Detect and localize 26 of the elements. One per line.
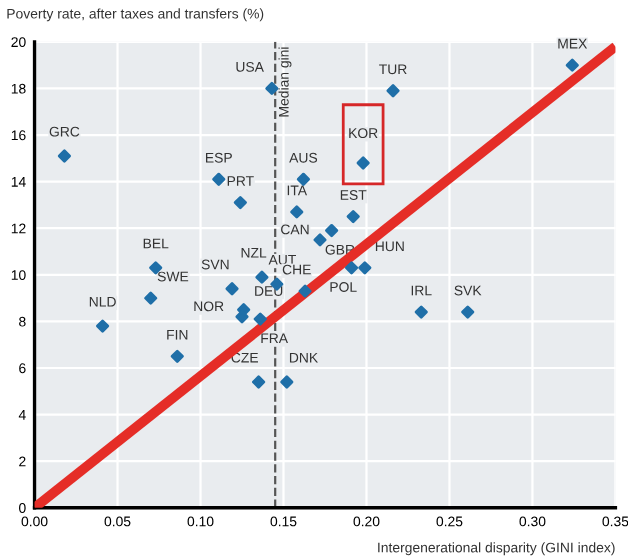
point (346, 209, 360, 224)
point (298, 284, 312, 298)
point (296, 172, 310, 186)
point (144, 291, 158, 305)
point (358, 261, 372, 275)
point (414, 305, 428, 319)
point (255, 270, 269, 284)
point (461, 305, 475, 319)
point (280, 375, 294, 389)
point (96, 319, 110, 333)
point (265, 81, 279, 96)
point (356, 156, 370, 170)
point (235, 310, 249, 324)
point (325, 223, 339, 238)
point (565, 58, 579, 72)
point (170, 349, 184, 363)
point (290, 205, 304, 219)
point (252, 375, 266, 389)
point (386, 84, 400, 98)
point (225, 282, 239, 296)
point (57, 149, 71, 163)
point (344, 261, 359, 275)
point (313, 233, 327, 247)
point (233, 196, 247, 210)
point (212, 172, 226, 186)
point (253, 312, 267, 326)
